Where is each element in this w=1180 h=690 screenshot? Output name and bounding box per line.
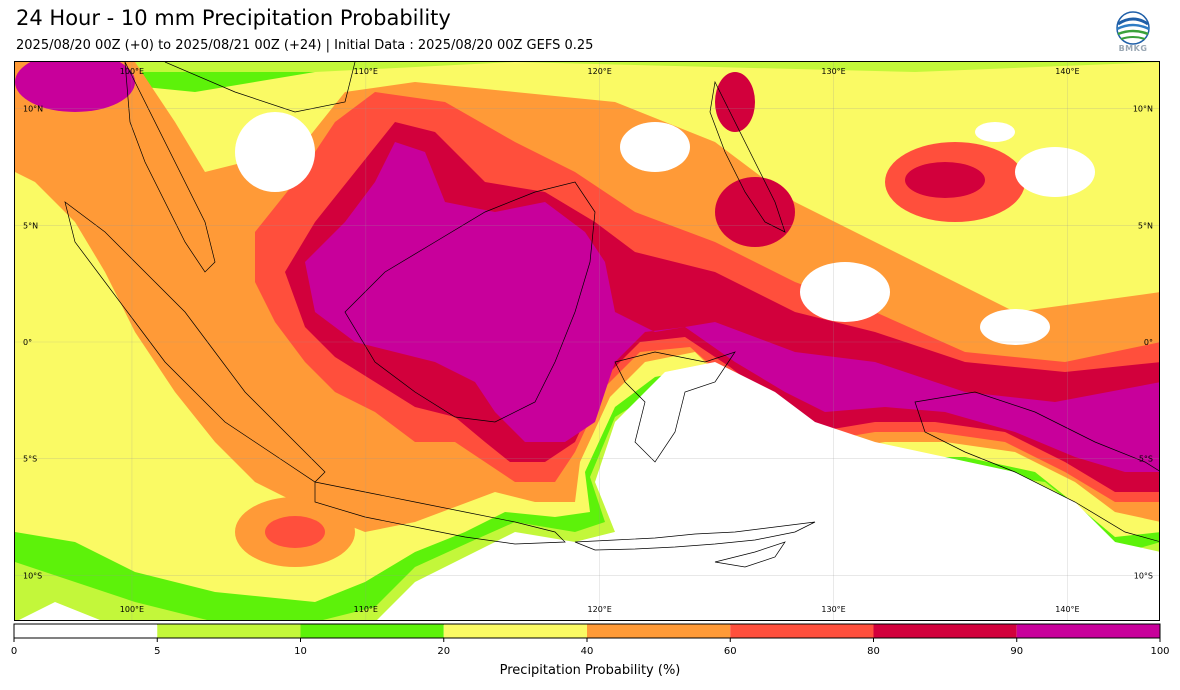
colorbar-tick-label: 10	[294, 646, 307, 657]
graticule: 100°E 100°E 110°E 110°E 120°E 120°E 130°E 130°E…	[15, 62, 1159, 620]
lon-label-bottom: 130°E	[821, 605, 845, 614]
coastline-malay-peninsula	[124, 62, 216, 273]
lon-label-bottom: 120°E	[588, 605, 612, 614]
dry-region	[417, 362, 1159, 620]
prob-hole	[975, 122, 1015, 142]
logo-text: BMKG	[1118, 44, 1148, 53]
prob-blob	[15, 62, 135, 112]
lat-label-right: 0°	[1144, 338, 1153, 347]
colorbar-segment	[14, 624, 158, 638]
colorbar-tick-label: 40	[581, 646, 594, 657]
coastline-borneo	[344, 181, 596, 423]
prob-band-90	[305, 142, 1159, 472]
coastlines	[64, 62, 1159, 568]
lat-label-right: 5°N	[1138, 221, 1153, 230]
lat-label-left: 10°S	[23, 571, 42, 580]
prob-hole	[800, 262, 890, 322]
coastline-papua	[914, 391, 1159, 542]
colorbar-segment	[730, 624, 874, 638]
prob-hole	[980, 309, 1050, 345]
dry-region	[19, 602, 100, 620]
prob-hole	[620, 122, 690, 172]
lon-label-top: 120°E	[588, 67, 612, 76]
colorbar-segment	[873, 624, 1017, 638]
prob-blob	[715, 177, 795, 247]
lat-label-left: 10°N	[23, 105, 43, 114]
bmkg-logo-icon	[1116, 11, 1150, 45]
prob-blob	[905, 162, 985, 198]
probability-field	[15, 62, 1159, 620]
prob-blob	[715, 72, 755, 132]
map-canvas: 100°E 100°E 110°E 110°E 120°E 120°E 130°E 130°E…	[15, 62, 1159, 620]
lat-label-left: 5°N	[23, 221, 38, 230]
lon-label-bottom: 110°E	[354, 605, 378, 614]
lat-label-left: 5°S	[23, 455, 37, 464]
lon-label-bottom: 140°E	[1055, 605, 1079, 614]
colorbar-tick-label: 20	[437, 646, 450, 657]
lat-label-left: 0°	[23, 338, 32, 347]
lon-label-top: 140°E	[1055, 67, 1079, 76]
colorbar-segment	[443, 624, 587, 638]
coastline-indochina	[164, 62, 356, 113]
coastline-sulawesi	[614, 351, 736, 463]
colorbar-segment	[587, 624, 731, 638]
colorbar-segment	[1016, 624, 1160, 638]
lon-label-top: 130°E	[821, 67, 845, 76]
colorbar-title: Precipitation Probability (%)	[499, 663, 681, 678]
prob-blob	[265, 516, 325, 548]
colorbar-tick-label: 90	[1010, 646, 1023, 657]
colorbar-tick-label: 100	[1150, 646, 1169, 657]
lat-label-right: 10°N	[1133, 105, 1153, 114]
colorbar-canvas: 0 5 10 20 40 60 80 90 100	[11, 623, 1170, 657]
colorbar-tick-label: 80	[867, 646, 880, 657]
lat-label-right: 10°S	[1134, 571, 1153, 580]
lon-label-bottom: 100°E	[120, 605, 144, 614]
colorbar-tick-label: 60	[724, 646, 737, 657]
prob-hole	[235, 112, 315, 192]
precipitation-map: 100°E 100°E 110°E 110°E 120°E 120°E 130°E 130°E…	[14, 61, 1160, 621]
colorbar-segment	[157, 624, 301, 638]
coastline-nusa-tenggara	[574, 521, 816, 551]
coastline-java	[314, 481, 566, 545]
chart-subtitle: 2025/08/20 00Z (+0) to 2025/08/21 00Z (+…	[16, 38, 594, 53]
colorbar-tick-label: 5	[154, 646, 160, 657]
coastline-timor	[714, 541, 786, 568]
colorbar-tick-label: 0	[11, 646, 17, 657]
chart-title: 24 Hour - 10 mm Precipitation Probabilit…	[16, 6, 451, 30]
prob-hole	[1015, 147, 1095, 197]
colorbar-segment	[300, 624, 444, 638]
coastline-philippines	[709, 80, 786, 233]
lon-label-top: 100°E	[120, 67, 144, 76]
lat-label-right: 5°S	[1139, 455, 1153, 464]
lon-label-top: 110°E	[354, 67, 378, 76]
